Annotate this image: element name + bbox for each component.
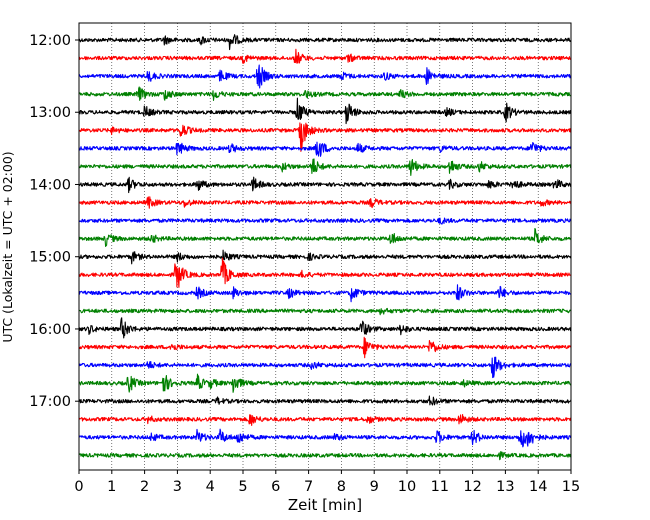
x-tick-label: 11 bbox=[431, 479, 449, 495]
seismic-trace-1330 bbox=[78, 141, 572, 157]
x-tick-label: 6 bbox=[271, 479, 280, 495]
seismic-traces bbox=[78, 34, 572, 461]
y-tick-label: 17:00 bbox=[29, 394, 71, 410]
x-tick-label: 5 bbox=[238, 479, 247, 495]
seismic-trace-1545 bbox=[78, 307, 572, 316]
x-tick-label: 12 bbox=[463, 479, 481, 495]
x-tick-label: 10 bbox=[398, 479, 416, 495]
y-axis-ticks: 12:00 13:00 14:00 15:00 16:00 17:00 bbox=[29, 33, 79, 410]
seismic-trace-1700 bbox=[78, 395, 572, 406]
seismic-trace-1530 bbox=[78, 284, 572, 303]
seismic-trace-1715 bbox=[78, 414, 572, 426]
x-tick-label: 4 bbox=[206, 479, 215, 495]
seismic-trace-1645 bbox=[78, 373, 572, 393]
plot-frame bbox=[78, 22, 572, 471]
y-tick-label: 16:00 bbox=[29, 322, 71, 338]
y-axis-label: UTC (Lokalzeit = UTC + 02:00) bbox=[0, 151, 15, 342]
seismic-trace-1730 bbox=[78, 428, 572, 448]
x-tick-label: 13 bbox=[496, 479, 514, 495]
seismic-trace-1430 bbox=[78, 217, 572, 225]
seismic-trace-1600 bbox=[78, 317, 572, 339]
y-tick-label: 12:00 bbox=[29, 33, 71, 49]
x-tick-label: 0 bbox=[74, 479, 83, 495]
seismic-trace-1230 bbox=[78, 64, 572, 89]
seismic-trace-1445 bbox=[78, 227, 572, 247]
seismic-trace-1400 bbox=[78, 176, 572, 194]
seismic-trace-1500 bbox=[78, 249, 572, 265]
x-axis-ticks: 0 1 2 3 4 5 6 7 8 9 10 11 12 13 14 15 bbox=[74, 470, 580, 495]
seismic-trace-1615 bbox=[78, 336, 572, 359]
x-tick-label: 15 bbox=[562, 479, 580, 495]
x-tick-label: 2 bbox=[140, 479, 149, 495]
seismic-trace-1200 bbox=[78, 34, 572, 51]
x-tick-label: 8 bbox=[337, 479, 346, 495]
seismic-trace-1245 bbox=[78, 86, 572, 101]
seismic-trace-1745 bbox=[78, 451, 572, 461]
seismic-trace-1630 bbox=[78, 356, 572, 379]
vertical-grid-lines bbox=[111, 23, 539, 470]
seismic-trace-1515 bbox=[78, 257, 572, 288]
seismic-trace-1215 bbox=[78, 48, 572, 64]
seismic-trace-1300 bbox=[78, 97, 572, 125]
x-tick-label: 9 bbox=[370, 479, 379, 495]
x-tick-label: 1 bbox=[107, 479, 116, 495]
x-tick-label: 7 bbox=[304, 479, 313, 495]
y-tick-label: 15:00 bbox=[29, 250, 71, 266]
y-tick-label: 14:00 bbox=[29, 177, 71, 193]
x-tick-label: 3 bbox=[173, 479, 182, 495]
seismic-trace-1315 bbox=[78, 122, 572, 152]
seismic-trace-1345 bbox=[78, 158, 572, 176]
seismic-trace-1415 bbox=[78, 196, 572, 209]
x-axis-label: Zeit [min] bbox=[288, 496, 362, 514]
y-tick-label: 13:00 bbox=[29, 105, 71, 121]
x-tick-label: 14 bbox=[529, 479, 547, 495]
